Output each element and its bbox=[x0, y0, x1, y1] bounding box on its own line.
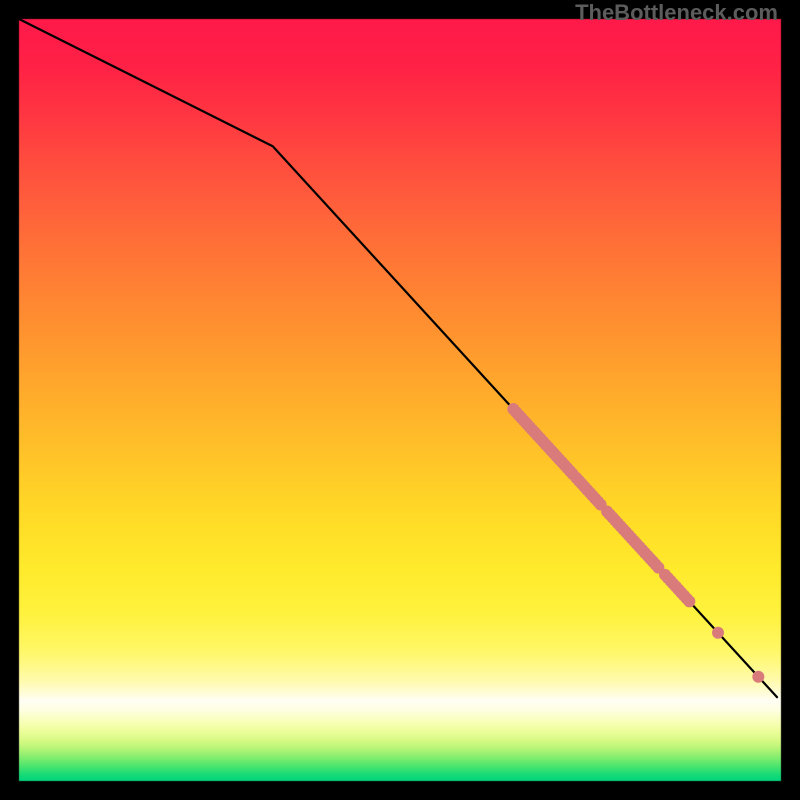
gradient-plot bbox=[0, 0, 800, 800]
attribution-text: TheBottleneck.com bbox=[575, 0, 778, 26]
chart-container: TheBottleneck.com bbox=[0, 0, 800, 800]
